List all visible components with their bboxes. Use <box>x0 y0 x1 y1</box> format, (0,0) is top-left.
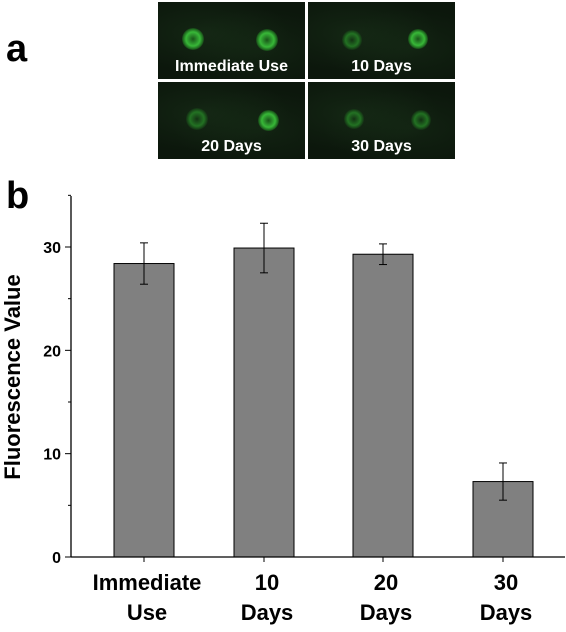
x-tick-label-2-0: 20 <box>374 570 398 595</box>
bar-chart: 0 10 20 30 Immediate Use 10 Days 20 Days 30 Days Flu… <box>0 194 565 625</box>
x-tick-label-3-1: Days <box>480 600 533 625</box>
bar-0 <box>113 263 175 558</box>
cell-spot-right <box>256 29 278 51</box>
x-tick-label-0-1: Use <box>127 600 167 625</box>
micrograph-caption: 30 Days <box>351 138 412 155</box>
x-tick-label-3-0: 30 <box>494 570 518 595</box>
y-tick-label-0: 0 <box>52 550 61 567</box>
x-tick-label-2-1: Days <box>360 600 413 625</box>
x-tick-label-1-1: Days <box>241 600 294 625</box>
cell-spot-left <box>186 108 208 130</box>
micrograph-immediate-use: Immediate Use <box>158 2 305 79</box>
y-tick-label-10: 10 <box>43 447 61 464</box>
y-axis-title: Fluorescence Value <box>0 274 25 479</box>
panel-label-a: a <box>6 28 28 70</box>
cell-spot-left <box>342 30 362 50</box>
y-tick-label-30: 30 <box>43 240 61 257</box>
panel-label-b: b <box>6 175 30 217</box>
micrograph-10-days: 10 Days <box>308 2 455 79</box>
cell-spot-left <box>344 109 364 129</box>
micrograph-30-days: 30 Days <box>308 82 455 159</box>
bar-1 <box>233 247 295 558</box>
cell-spot-right <box>408 29 428 49</box>
x-tick-label-0-0: Immediate <box>93 570 202 595</box>
cell-spot-left <box>182 28 204 50</box>
x-tick-label-1-0: 10 <box>255 570 279 595</box>
micrograph-caption: Immediate Use <box>175 58 288 75</box>
micrograph-20-days: 20 Days <box>158 82 305 159</box>
y-tick-label-20: 20 <box>43 343 61 360</box>
micrograph-grid: Immediate Use 10 Days 20 Days 30 Days <box>158 2 458 162</box>
micrograph-caption: 10 Days <box>351 58 412 75</box>
micrograph-caption: 20 Days <box>201 138 262 155</box>
bar-2 <box>352 253 414 558</box>
cell-spot-right <box>258 110 279 131</box>
cell-spot-right <box>411 110 431 130</box>
